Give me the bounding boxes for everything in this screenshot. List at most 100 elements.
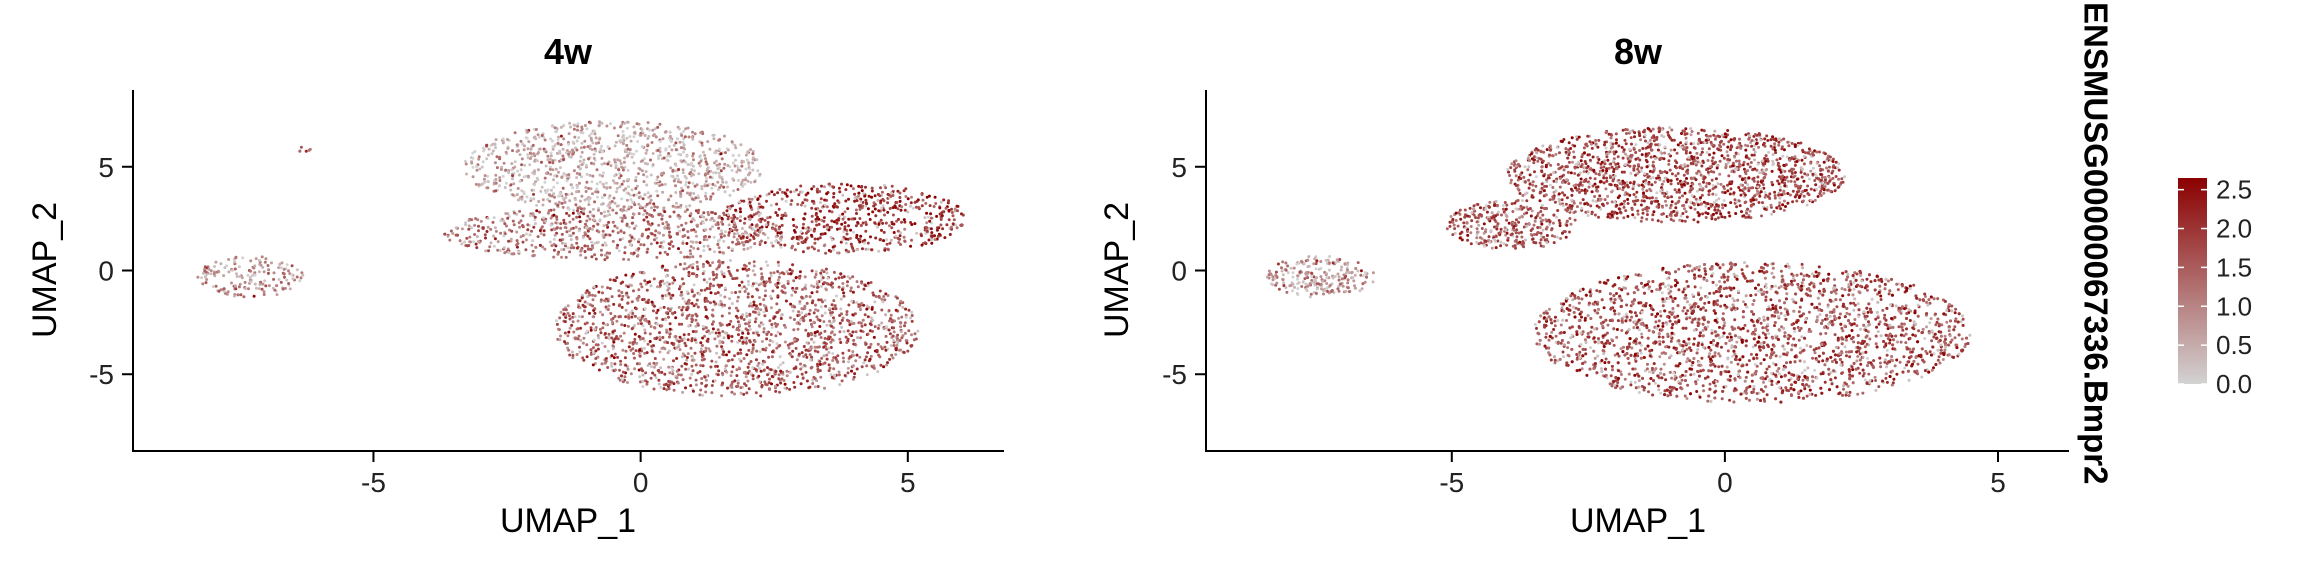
cell-point: [577, 320, 580, 323]
cell-point: [852, 249, 855, 252]
cell-point: [510, 168, 513, 171]
cell-point: [529, 233, 532, 236]
cell-point: [570, 227, 573, 230]
cell-point: [705, 177, 708, 180]
cell-point: [827, 347, 830, 350]
cell-point: [575, 190, 578, 193]
cell-point: [825, 268, 828, 271]
cell-point: [695, 379, 698, 382]
cell-point: [735, 328, 738, 331]
cell-point: [582, 212, 585, 215]
cell-point: [258, 287, 261, 290]
cell-point: [888, 224, 891, 227]
cell-point: [810, 367, 813, 370]
cell-point: [1357, 261, 1360, 264]
cell-point: [567, 153, 570, 156]
cell-point: [718, 251, 721, 254]
cell-point: [620, 162, 623, 165]
cell-point: [795, 347, 798, 350]
cell-point: [551, 145, 554, 148]
cell-point: [1775, 206, 1778, 209]
cell-point: [778, 208, 781, 211]
cell-point: [771, 340, 774, 343]
cell-point: [654, 357, 657, 360]
cell-point: [1645, 159, 1648, 162]
cell-point: [687, 163, 690, 166]
cell-point: [710, 291, 713, 294]
cell-point: [687, 325, 690, 328]
cell-point: [1642, 191, 1645, 194]
cell-point: [1360, 269, 1363, 272]
cell-point: [893, 344, 896, 347]
cell-point: [526, 130, 529, 133]
cell-point: [629, 243, 632, 246]
cell-point: [653, 366, 656, 369]
cell-point: [714, 379, 717, 382]
cell-point: [704, 376, 707, 379]
cell-point: [594, 349, 597, 352]
cell-point: [912, 207, 915, 210]
cell-point: [751, 295, 754, 298]
cell-point: [678, 287, 681, 290]
cell-point: [538, 211, 541, 214]
cell-point: [1314, 280, 1317, 283]
cell-point: [687, 338, 690, 341]
cell-point: [514, 160, 517, 163]
cell-point: [702, 211, 705, 214]
cell-point: [745, 287, 748, 290]
cell-point: [924, 241, 927, 244]
cell-point: [664, 131, 667, 134]
cell-point: [902, 334, 905, 337]
cell-point: [751, 152, 754, 155]
cell-point: [1660, 134, 1663, 137]
cell-point: [656, 194, 659, 197]
cell-point: [1552, 171, 1555, 174]
cell-point: [758, 380, 761, 383]
cell-point: [544, 177, 547, 180]
cell-point: [601, 291, 604, 294]
cell-point: [1268, 270, 1271, 273]
cell-point: [702, 328, 705, 331]
cell-point: [723, 296, 726, 299]
cell-point: [812, 185, 815, 188]
cell-point: [599, 181, 602, 184]
cell-point: [659, 284, 662, 287]
cell-point: [679, 141, 682, 144]
cell-point: [838, 371, 841, 374]
cell-point: [667, 223, 670, 226]
cell-point: [850, 370, 853, 373]
cell-point: [881, 300, 884, 303]
cell-point: [775, 311, 778, 314]
cell-point: [637, 296, 640, 299]
cell-point: [677, 247, 680, 250]
cell-point: [579, 155, 582, 158]
cell-point: [779, 237, 782, 240]
cell-point: [841, 213, 844, 216]
cell-point: [554, 234, 557, 237]
cell-point: [575, 176, 578, 179]
cell-point: [728, 223, 731, 226]
cell-point: [268, 284, 271, 287]
cell-point: [1305, 283, 1308, 286]
cell-point: [770, 323, 773, 326]
cell-point: [841, 288, 844, 291]
cell-point: [1641, 184, 1644, 187]
cell-point: [755, 158, 758, 161]
cell-point: [531, 239, 534, 242]
cell-point: [661, 222, 664, 225]
cell-point: [642, 197, 645, 200]
cell-point: [631, 222, 634, 225]
cell-point: [544, 220, 547, 223]
cell-point: [684, 135, 687, 138]
cell-point: [759, 230, 762, 233]
cell-point: [712, 284, 715, 287]
cell-point: [747, 215, 750, 218]
cell-point: [843, 295, 846, 298]
cell-point: [841, 282, 844, 285]
cell-point: [618, 303, 621, 306]
cell-point: [663, 227, 666, 230]
cell-point: [778, 188, 781, 191]
cell-point: [1352, 279, 1355, 282]
cell-point: [641, 369, 644, 372]
cell-point: [723, 163, 726, 166]
